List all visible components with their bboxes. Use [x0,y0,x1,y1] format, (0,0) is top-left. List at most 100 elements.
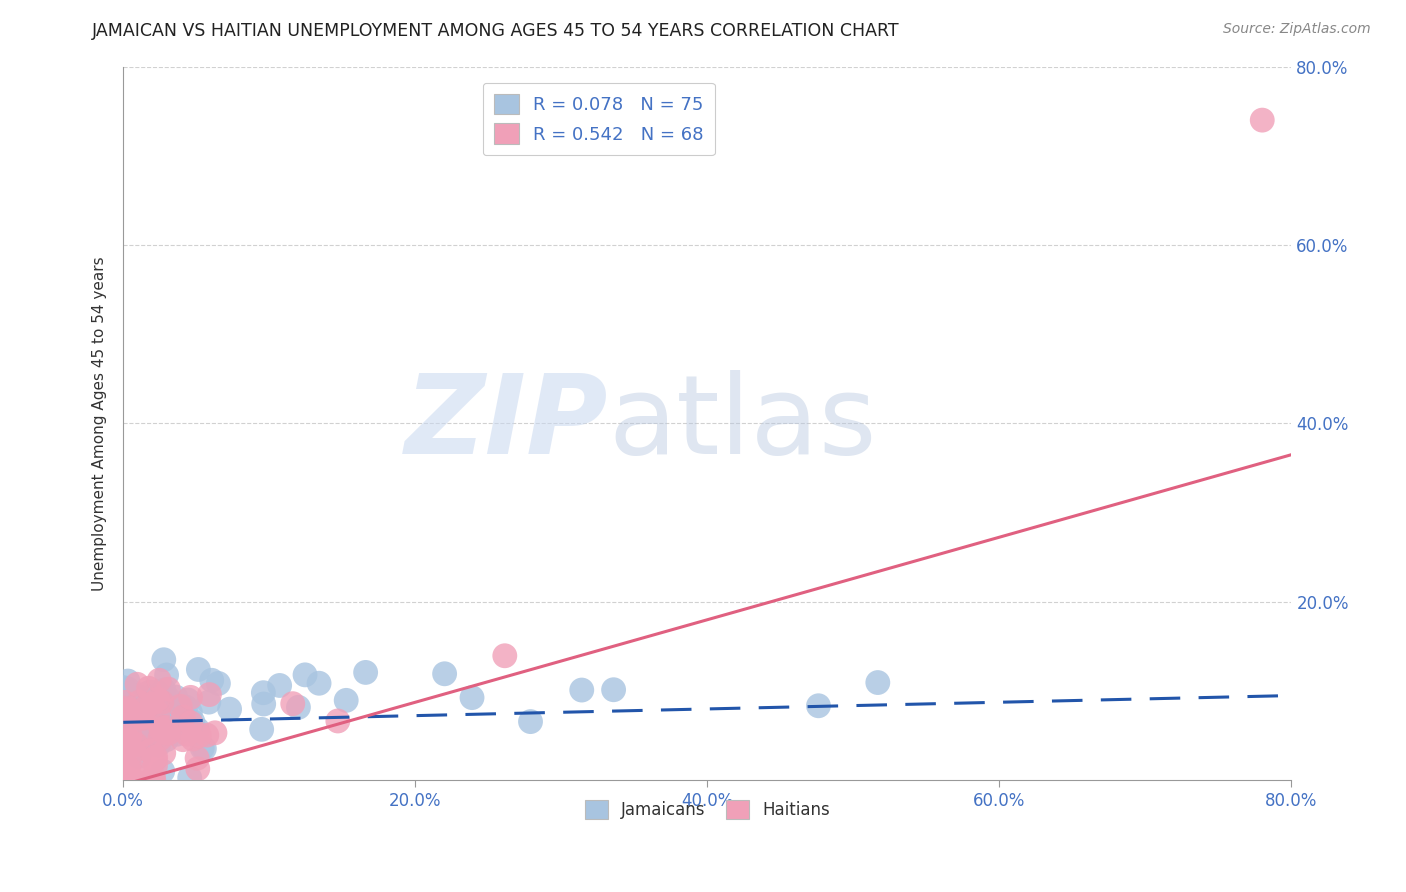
Point [142,773,165,788]
Point [148,738,170,752]
Point [253,697,276,711]
Point [250,723,273,737]
Point [198,695,221,709]
Point [148,710,170,724]
Point [120,728,142,742]
Point [117,673,139,688]
Point [193,741,215,756]
Point [138,705,160,719]
Point [117,733,139,747]
Point [142,771,165,785]
Point [132,727,155,741]
Point [294,668,316,682]
Point [201,673,224,688]
Point [181,714,204,729]
Point [112,695,135,709]
Point [134,737,156,751]
Text: ZIP: ZIP [405,370,607,477]
Point [198,688,221,702]
Point [195,728,218,742]
Point [139,773,162,788]
Point [128,749,150,764]
Point [124,716,146,731]
Point [131,721,153,735]
Point [115,773,138,788]
Point [461,690,484,705]
Point [157,726,180,740]
Point [156,723,179,738]
Point [145,750,167,764]
Point [152,764,174,779]
Point [155,721,177,735]
Point [114,733,136,747]
Point [494,648,516,663]
Point [269,678,291,692]
Point [186,723,208,737]
Point [150,695,173,709]
Point [128,695,150,709]
Point [191,741,214,756]
Point [602,682,624,697]
Point [114,757,136,772]
Point [117,681,139,696]
Point [335,693,357,707]
Point [157,691,180,706]
Point [204,726,226,740]
Point [207,676,229,690]
Point [139,744,162,758]
Point [118,703,141,717]
Point [132,688,155,702]
Point [180,715,202,730]
Point [519,714,541,729]
Point [114,714,136,728]
Point [179,706,201,720]
Point [187,762,209,776]
Point [139,702,162,716]
Point [139,685,162,699]
Point [150,723,173,737]
Point [166,727,188,741]
Point [143,728,166,742]
Point [174,700,197,714]
Point [153,682,176,697]
Point [187,663,209,677]
Point [153,725,176,739]
Point [159,706,181,721]
Point [162,718,184,732]
Legend: Jamaicans, Haitians: Jamaicans, Haitians [578,793,837,825]
Point [180,690,202,705]
Point [155,732,177,747]
Point [128,723,150,737]
Point [170,699,193,714]
Point [117,705,139,719]
Point [149,698,172,713]
Text: atlas: atlas [607,370,876,477]
Point [146,685,169,699]
Point [117,762,139,776]
Point [122,745,145,759]
Point [125,735,148,749]
Point [112,701,135,715]
Point [148,697,170,711]
Point [118,691,141,706]
Point [125,738,148,752]
Point [181,731,204,746]
Point [179,771,201,785]
Point [118,739,141,754]
Point [281,697,304,711]
Point [115,734,138,748]
Point [146,692,169,706]
Point [121,773,143,788]
Point [143,706,166,720]
Point [218,702,240,716]
Point [172,732,194,747]
Point [186,751,208,765]
Point [433,666,456,681]
Point [146,706,169,721]
Point [184,724,207,739]
Point [152,653,174,667]
Point [114,719,136,733]
Point [125,766,148,780]
Point [141,703,163,717]
Point [121,722,143,736]
